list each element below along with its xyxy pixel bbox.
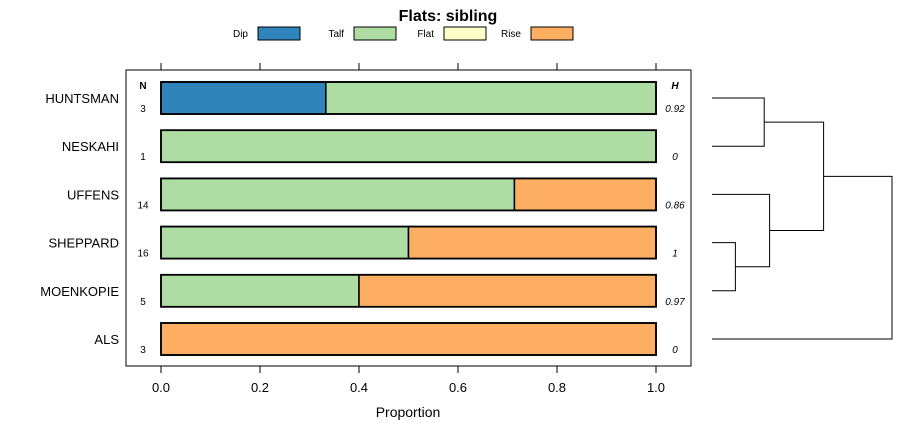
h-value-moenkopie: 0.97 (665, 297, 685, 308)
h-value-als: 0 (672, 345, 678, 356)
dendrogram (712, 97, 893, 340)
bar-segment-uffens-rise (513, 177, 657, 212)
category-label-als: ALS (94, 332, 119, 347)
legend-swatch-rise (530, 26, 574, 41)
legend-label-talf: Talf (328, 29, 344, 40)
x-axis: 0.0 0.2 0.4 0.6 0.8 1.0 (152, 63, 665, 395)
legend-label-rise: Rise (501, 29, 521, 40)
category-label-sheppard: SHEPPARD (48, 236, 119, 251)
bar-segment-uffens-talf (160, 177, 516, 212)
category-label-moenkopie: MOENKOPIE (40, 284, 119, 299)
n-value-huntsman: 3 (140, 104, 146, 115)
dendrogram-branch-1 (712, 97, 765, 147)
x-tick-label-5: 1.0 (647, 380, 665, 395)
x-tick-label-0: 0.0 (152, 380, 170, 395)
legend-label-flat: Flat (417, 29, 434, 40)
dendrogram-branch-4 (712, 175, 893, 340)
bar-outline-sheppard (160, 225, 657, 260)
bar-segment-moenkopie-talf (160, 274, 360, 308)
bar-segment-als-rise (160, 322, 657, 356)
h-value-uffens: 0.86 (665, 200, 685, 211)
n-column-header: N (139, 81, 146, 92)
legend: Dip Talf Flat Rise (233, 26, 574, 41)
legend-label-dip: Dip (233, 29, 248, 40)
x-tick-label-2: 0.4 (350, 380, 368, 395)
x-tick-label-3: 0.6 (449, 380, 467, 395)
x-tick-label-1: 0.2 (251, 380, 269, 395)
plot-panel (125, 69, 692, 367)
n-value-neskahi: 1 (140, 152, 146, 163)
n-value-sheppard: 16 (137, 249, 149, 260)
x-axis-title: Proportion (376, 404, 441, 420)
bar-outline-huntsman (160, 81, 657, 115)
bar-segment-sheppard-rise (407, 225, 657, 260)
dendrogram-branch-2 (712, 193, 771, 268)
bar-outline-als (160, 322, 657, 356)
chart-title: Flats: sibling (399, 8, 498, 25)
bar-segment-moenkopie-rise (358, 274, 657, 308)
h-value-neskahi: 0 (672, 152, 678, 163)
category-label-neskahi: NESKAHI (62, 139, 119, 154)
legend-swatch-talf (353, 26, 397, 41)
dendrogram-branch-0 (712, 242, 736, 292)
bar-segment-sheppard-talf (160, 225, 410, 260)
bars-group: HUNTSMAN 3 0.92 NESKAHI 1 0 UFFENS 14 0.86 SHEPPA… (40, 81, 685, 356)
h-value-sheppard: 1 (672, 249, 678, 260)
h-column-header: H (671, 81, 679, 92)
bar-segment-huntsman-dip (160, 81, 327, 115)
bar-outline-uffens (160, 177, 657, 212)
bar-outline-neskahi (160, 129, 657, 164)
bar-segment-huntsman-talf (325, 81, 657, 115)
dendrogram-branch-3 (764, 121, 825, 232)
x-tick-label-4: 0.8 (548, 380, 566, 395)
bar-outline-moenkopie (160, 273, 657, 308)
bar-segment-neskahi-talf (160, 129, 657, 163)
h-value-huntsman: 0.92 (665, 104, 685, 115)
category-label-huntsman: HUNTSMAN (45, 91, 119, 106)
n-value-moenkopie: 5 (140, 297, 146, 308)
n-value-als: 3 (140, 345, 146, 356)
legend-swatch-dip (257, 26, 301, 41)
legend-swatch-flat (443, 26, 487, 41)
n-value-uffens: 14 (137, 200, 149, 211)
category-label-uffens: UFFENS (67, 187, 119, 202)
